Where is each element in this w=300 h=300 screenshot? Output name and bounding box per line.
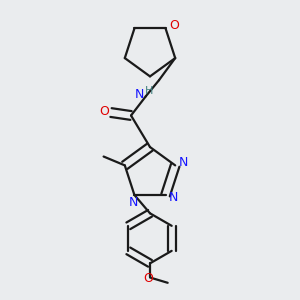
Text: N: N [169,191,178,204]
Text: N: N [179,156,188,169]
Text: O: O [144,272,154,285]
Text: N: N [135,88,144,101]
Text: N: N [128,196,138,209]
Text: H: H [145,86,154,96]
Text: O: O [169,19,179,32]
Text: O: O [100,106,110,118]
